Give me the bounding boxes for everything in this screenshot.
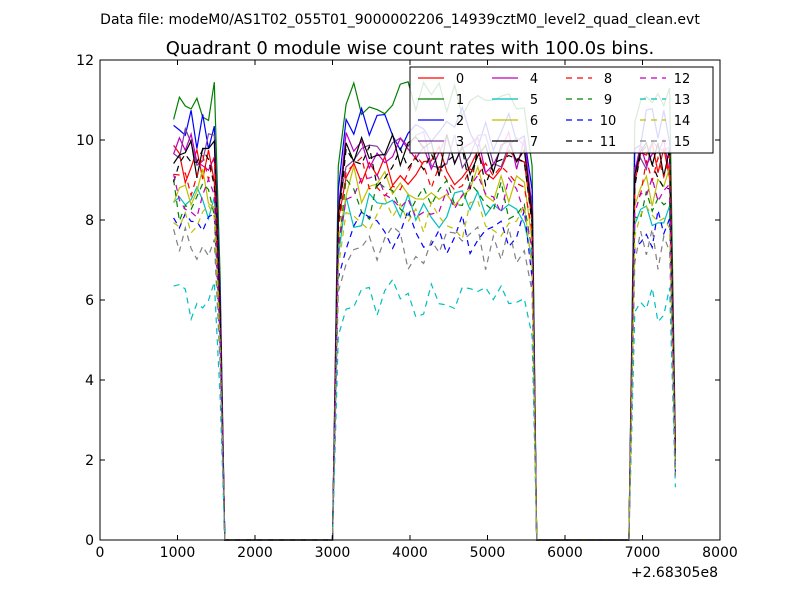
series-line-7 [173,132,676,541]
legend-label-14: 14 [674,114,691,129]
x-tick-label: 6000 [547,545,583,561]
series-line-9 [173,177,676,541]
x-tick-label: 4000 [392,545,428,561]
x-offset-label: +2.68305e8 [631,565,718,581]
x-tick-label: 0 [96,545,105,561]
chart-title: Quadrant 0 module wise count rates with … [166,38,655,59]
x-tick-label: 5000 [470,545,506,561]
series-line-5 [173,185,676,541]
legend-label-15: 15 [674,135,691,150]
y-tick-label: 4 [85,373,94,389]
series-line-15 [173,225,676,541]
legend-box [409,66,714,154]
series-line-10 [173,208,676,541]
legend-label-4: 4 [530,72,538,87]
y-tick-label: 2 [85,453,94,469]
x-tick-label: 7000 [625,545,661,561]
y-tick-label: 6 [85,293,94,309]
series-line-2 [173,105,676,541]
series-layer [173,80,676,541]
series-line-13 [173,278,676,541]
legend-label-8: 8 [604,72,612,87]
legend-label-2: 2 [456,114,464,129]
series-line-6 [173,164,676,541]
y-tick-label: 12 [76,53,94,69]
legend-label-1: 1 [456,93,464,108]
y-tick-label: 0 [85,533,94,549]
x-tick-label: 2000 [237,545,273,561]
legend-label-3: 3 [456,135,464,150]
legend-label-6: 6 [530,114,538,129]
legend-label-10: 10 [600,114,617,129]
series-line-0 [173,140,676,541]
x-tick-label: 8000 [702,545,738,561]
legend-label-13: 13 [674,93,691,108]
x-tick-label: 1000 [160,545,196,561]
legend-label-0: 0 [456,72,464,87]
legend-label-5: 5 [530,93,538,108]
x-tick-label: 3000 [315,545,351,561]
y-tick-label: 8 [85,213,94,229]
legend-label-11: 11 [600,135,617,150]
datafile-header: Data file: modeM0/AS1T02_055T01_90000022… [100,12,700,28]
legend-label-9: 9 [604,93,612,108]
series-line-4 [173,130,676,541]
y-tick-label: 10 [76,133,94,149]
legend-label-7: 7 [530,135,538,150]
axis-layer: 0 1000 2000 3000 4000 5000 6000 7000 80000246810… [76,53,738,561]
legend-label-12: 12 [674,72,691,87]
series-line-12 [173,173,676,541]
series-line-8 [173,154,676,541]
series-line-14 [173,196,676,541]
